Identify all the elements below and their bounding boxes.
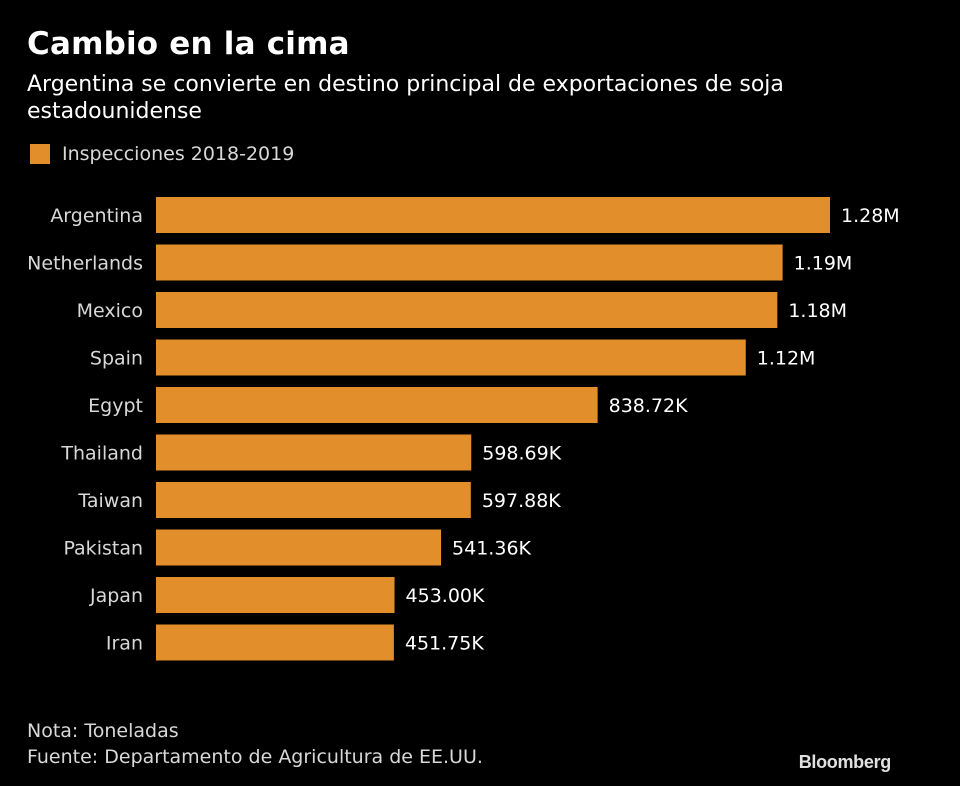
category-label: Thailand [60,443,143,465]
value-label: 451.75K [405,633,484,655]
bar [156,482,471,518]
value-label: 1.28M [841,205,900,227]
bar [156,434,472,471]
value-label: 1.12M [757,348,816,370]
bloomberg-logo: Bloomberg [798,752,892,772]
category-label: Mexico [77,300,143,322]
bar [156,197,830,233]
legend-swatch [30,144,50,164]
category-label: Egypt [88,395,143,417]
category-label: Spain [90,348,143,370]
bar [156,339,746,376]
category-label: Argentina [50,205,143,227]
footer-source: Fuente: Departamento de Agricultura de E… [27,746,483,768]
category-label: Japan [89,585,143,607]
value-label: 541.36K [452,538,531,560]
category-label: Taiwan [77,490,143,512]
category-label: Netherlands [27,253,143,275]
value-label: 453.00K [406,585,485,607]
value-label: 1.18M [788,300,847,322]
chart-title: Cambio en la cima [27,26,350,62]
category-label: Pakistan [63,538,143,560]
bar [156,529,442,566]
value-label: 1.19M [794,253,853,275]
chart-subtitle: Argentina se convierte en destino princi… [27,72,784,124]
value-label: 838.72K [609,395,688,417]
category-label: Iran [106,633,143,655]
bar [156,244,783,281]
footer: Nota: Toneladas Fuente: Departamento de … [27,718,483,770]
bar [156,624,394,661]
value-label: 597.88K [482,490,561,512]
legend-label: Inspecciones 2018-2019 [62,143,295,165]
footer-note: Nota: Toneladas [27,720,179,742]
bar [156,577,395,613]
bar [156,387,598,423]
value-label: 598.69K [482,443,561,465]
bar [156,292,778,328]
legend: Inspecciones 2018-2019 [30,143,294,165]
